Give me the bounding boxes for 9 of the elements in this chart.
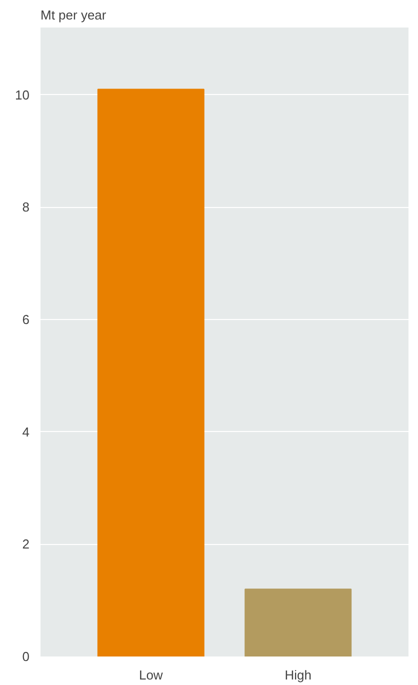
x-tick-label: Low xyxy=(138,668,164,682)
y-tick-label: 8 xyxy=(22,200,30,215)
y-tick-label: 10 xyxy=(15,87,30,102)
x-tick-label: High xyxy=(284,668,312,682)
y-tick-label: 4 xyxy=(22,424,30,440)
y-axis-title: Mt per year xyxy=(40,8,107,22)
y-tick-label: 6 xyxy=(22,312,30,328)
y-tick-label: 0 xyxy=(22,649,30,664)
y-tick-label: 2 xyxy=(22,536,30,552)
